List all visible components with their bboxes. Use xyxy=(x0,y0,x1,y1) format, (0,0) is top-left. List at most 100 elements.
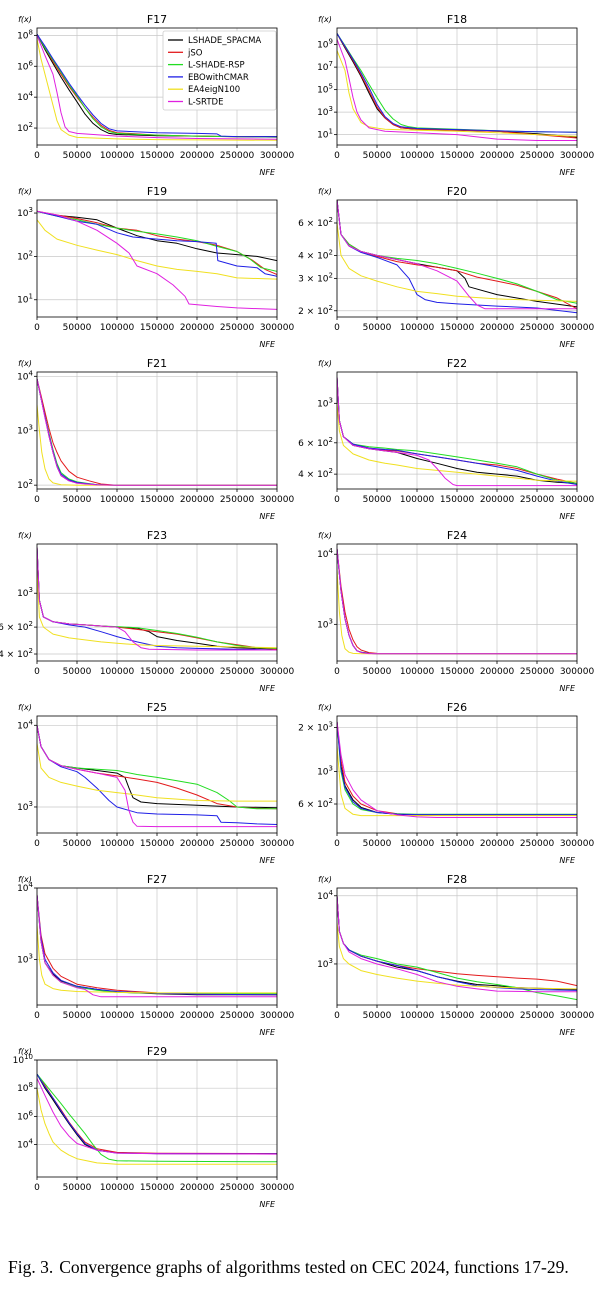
chart-f27: 0 50000 100000 150000 200000 250000 300000 103 1… xyxy=(17,873,294,1037)
series-line-ebowithcmar xyxy=(37,210,277,277)
chart-f29: 0 50000 100000 150000 200000 250000 300000 104 1… xyxy=(13,1045,295,1209)
y-tick-label: 107 xyxy=(317,60,333,73)
x-tick-label: 100000 xyxy=(100,323,135,333)
chart-title: F25 xyxy=(147,701,167,714)
series-line-ebowithcmar xyxy=(37,725,277,825)
x-tick-label: 100000 xyxy=(400,839,435,849)
series-line-l-srtde xyxy=(37,378,277,486)
x-tick-label: 100000 xyxy=(400,151,435,161)
series-group xyxy=(37,547,277,651)
y-axis-label: f(x) xyxy=(18,531,32,540)
y-tick-label: 4 × 102 xyxy=(298,248,333,261)
y-tick-label: 106 xyxy=(17,1109,33,1122)
y-tick-label: 108 xyxy=(17,28,33,41)
series-line-l-srtde xyxy=(37,547,277,651)
series-group xyxy=(337,721,577,818)
x-tick-label: 250000 xyxy=(220,323,255,333)
series-group xyxy=(37,1073,277,1165)
series-line-lshade_spacma xyxy=(37,210,277,262)
x-tick-label: 0 xyxy=(34,667,40,677)
y-tick-label: 101 xyxy=(317,128,333,141)
gridlines xyxy=(36,887,278,1005)
x-tick-label: 250000 xyxy=(220,151,255,161)
x-tick-label: 150000 xyxy=(440,151,475,161)
gridlines xyxy=(336,716,578,833)
chart-f25: 0 50000 100000 150000 200000 250000 300000 103 1… xyxy=(17,701,294,865)
chart-f19: 0 50000 100000 150000 200000 250000 300000 101 1… xyxy=(17,185,294,349)
chart-f18: 0 50000 100000 150000 200000 250000 300000 101 1… xyxy=(317,13,594,177)
x-tick-label: 0 xyxy=(334,839,340,849)
y-tick-label: 103 xyxy=(317,765,333,778)
gridlines xyxy=(336,372,578,489)
x-tick-label: 50000 xyxy=(63,151,92,161)
legend-box xyxy=(162,30,277,111)
x-tick-label: 50000 xyxy=(63,1011,92,1021)
y-tick-label: 6 × 102 xyxy=(0,620,33,633)
series-group xyxy=(37,33,277,141)
x-tick-label: 50000 xyxy=(63,323,92,333)
series-line-ea4eign100 xyxy=(37,925,277,994)
x-tick-label: 200000 xyxy=(480,1011,515,1021)
x-tick-label: 150000 xyxy=(140,495,175,505)
x-tick-label: 50000 xyxy=(363,1011,392,1021)
series-line-jso xyxy=(337,33,577,139)
legend-entry-l-srtde: L-SRTDE xyxy=(188,98,223,108)
x-tick-label: 300000 xyxy=(560,1011,595,1021)
x-tick-label: 200000 xyxy=(480,667,515,677)
y-tick-label: 3 × 102 xyxy=(298,271,333,284)
gridlines xyxy=(336,544,578,661)
x-tick-label: 50000 xyxy=(363,323,392,333)
chart-f21: 0 50000 100000 150000 200000 250000 300000 102 1… xyxy=(17,357,294,521)
y-axis-label: f(x) xyxy=(318,703,332,712)
y-tick-label: 103 xyxy=(317,617,333,630)
y-tick-label: 103 xyxy=(17,586,33,599)
chart-title: F28 xyxy=(447,873,467,886)
x-tick-label: 50000 xyxy=(63,1183,92,1193)
x-tick-label: 100000 xyxy=(100,151,135,161)
series-line-l-srtde xyxy=(37,725,277,828)
y-tick-label: 108 xyxy=(17,1081,33,1094)
legend-entry-ea4eign100: EA4eigN100 xyxy=(188,85,240,95)
series-line-ebowithcmar xyxy=(37,33,277,138)
y-tick-label: 104 xyxy=(17,90,33,103)
series-line-l-shade-rsp xyxy=(37,210,277,272)
y-tick-label: 104 xyxy=(17,718,33,731)
x-tick-label: 300000 xyxy=(560,323,595,333)
x-tick-label: 0 xyxy=(334,323,340,333)
x-axis-label: NFE xyxy=(259,1200,276,1209)
x-tick-label: 0 xyxy=(34,1183,40,1193)
x-tick-label: 0 xyxy=(334,667,340,677)
y-axis-label: f(x) xyxy=(318,359,332,368)
y-tick-label: 104 xyxy=(317,889,333,902)
gridlines xyxy=(336,200,578,317)
series-line-ea4eign100 xyxy=(37,570,277,649)
chart-f28: 0 50000 100000 150000 200000 250000 300000 103 1… xyxy=(317,873,594,1037)
y-axis-label: f(x) xyxy=(18,359,32,368)
series-line-ea4eign100 xyxy=(37,38,277,141)
y-tick-label: 101 xyxy=(17,293,33,306)
x-axis-label: NFE xyxy=(559,1028,576,1037)
chart-title: F19 xyxy=(147,185,167,198)
series-line-ea4eign100 xyxy=(337,922,577,990)
series-line-l-shade-rsp xyxy=(37,1073,277,1163)
x-tick-label: 200000 xyxy=(180,495,215,505)
x-tick-label: 200000 xyxy=(480,151,515,161)
series-line-ea4eign100 xyxy=(337,222,577,302)
y-tick-label: 103 xyxy=(17,800,33,813)
x-tick-label: 0 xyxy=(34,151,40,161)
x-tick-label: 250000 xyxy=(220,495,255,505)
x-tick-label: 250000 xyxy=(520,323,555,333)
y-tick-label: 6 × 102 xyxy=(298,797,333,810)
y-tick-label: 1010 xyxy=(13,1053,33,1066)
x-tick-label: 0 xyxy=(334,151,340,161)
chart-title: F23 xyxy=(147,529,167,542)
x-tick-label: 50000 xyxy=(363,667,392,677)
x-tick-label: 150000 xyxy=(440,667,475,677)
y-axis-label: f(x) xyxy=(318,15,332,24)
chart-title: F26 xyxy=(447,701,467,714)
x-axis-label: NFE xyxy=(559,856,576,865)
x-tick-label: 100000 xyxy=(400,323,435,333)
legend-entry-ebowithcmar: EBOwithCMAR xyxy=(188,73,249,83)
y-tick-label: 103 xyxy=(17,206,33,219)
x-tick-label: 100000 xyxy=(100,839,135,849)
